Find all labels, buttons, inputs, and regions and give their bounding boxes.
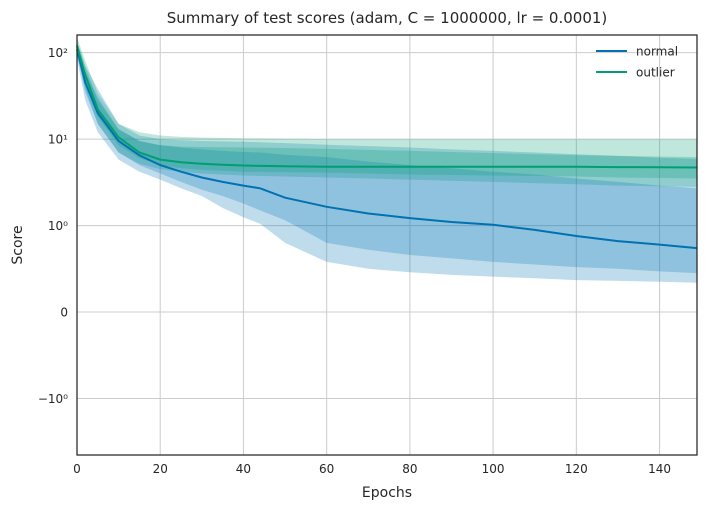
x-tick-label: 140: [648, 462, 671, 476]
legend: normal outlier: [596, 45, 678, 80]
x-tick-label: 120: [565, 462, 588, 476]
line-normal: [76, 48, 698, 250]
x-axis-label: Epochs: [362, 485, 412, 501]
x-tick-label: 60: [319, 462, 334, 476]
legend-label-outlier: outlier: [636, 66, 675, 80]
x-tick-label: 80: [402, 462, 417, 476]
chart-title: Summary of test scores (adam, C = 100000…: [167, 9, 608, 27]
y-tick-label: 0: [60, 306, 68, 320]
x-axis-ticks: 0 20 40 60 80 100 120 140: [73, 462, 671, 476]
y-tick-label: 10²: [48, 46, 68, 60]
y-tick-label: 10⁰: [48, 219, 68, 233]
line-outlier: [76, 45, 698, 169]
y-axis-label: Score: [10, 225, 26, 264]
y-tick-label: −10⁰: [38, 392, 68, 406]
grid: [76, 35, 697, 455]
legend-label-normal: normal: [636, 45, 678, 59]
band-inner-outlier: [77, 41, 697, 179]
series-lines: [76, 45, 698, 250]
band-inner-normal: [77, 44, 697, 274]
x-tick-label: 0: [73, 462, 81, 476]
confidence-bands: [77, 37, 697, 283]
y-tick-label: 10¹: [48, 133, 68, 147]
y-axis-ticks: −10⁰ 0 10⁰ 10¹ 10²: [38, 46, 68, 406]
x-tick-label: 40: [236, 462, 251, 476]
band-outer-normal: [77, 41, 697, 283]
band-outer-outlier: [77, 37, 697, 187]
plot-background: [77, 35, 697, 455]
plot-frame: [76, 34, 698, 456]
x-tick-label: 100: [482, 462, 505, 476]
x-tick-label: 20: [153, 462, 168, 476]
